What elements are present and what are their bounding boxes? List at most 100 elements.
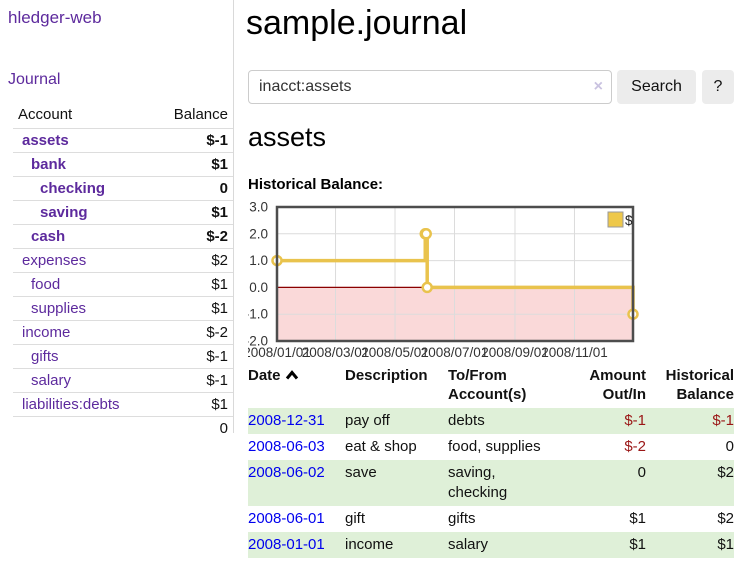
transaction-balance: $2 xyxy=(717,510,734,527)
account-balance: $1 xyxy=(150,392,233,417)
description-column-header: Description xyxy=(345,367,428,384)
page-title: sample.journal xyxy=(246,4,468,42)
account-row: salary $-1 xyxy=(13,368,233,393)
account-balance: 0 xyxy=(150,176,233,201)
register-row: 2008-12-31 pay off debts $-1 $-1 xyxy=(248,408,734,434)
x-axis-tick-label: 2008/03/01 xyxy=(302,345,370,360)
account-link[interactable]: food xyxy=(31,276,61,293)
transaction-description: eat & shop xyxy=(345,438,417,455)
account-link[interactable]: gifts xyxy=(31,348,59,365)
sidebar-item-journal[interactable]: Journal xyxy=(8,71,61,88)
account-balance: $1 xyxy=(150,200,233,225)
help-button[interactable]: ? xyxy=(702,70,734,104)
account-balance: $-1 xyxy=(150,128,233,153)
register-table: Date Description To/From Account(s) Amou… xyxy=(248,363,734,558)
transaction-balance: $2 xyxy=(717,464,734,481)
transaction-balance: 0 xyxy=(725,438,734,455)
y-axis-tick-label: 2.0 xyxy=(249,226,268,241)
register-row: 2008-06-02 save saving, checking 0 $2 xyxy=(248,460,734,506)
balance-column-header: Balance xyxy=(150,102,233,129)
data-point-marker xyxy=(420,228,432,240)
date-column-header[interactable]: Date xyxy=(248,363,345,408)
chart-title: Historical Balance: xyxy=(248,176,384,193)
search-button[interactable]: Search xyxy=(617,70,696,104)
transaction-date-link[interactable]: 2008-06-03 xyxy=(248,438,325,455)
account-row: saving $1 xyxy=(13,200,233,225)
transaction-amount: $1 xyxy=(629,536,646,553)
transaction-description: gift xyxy=(345,510,366,527)
x-axis-tick-label: 2008/09/01 xyxy=(481,345,549,360)
account-heading: assets xyxy=(248,122,327,152)
legend-swatch xyxy=(607,211,624,228)
transaction-date-link[interactable]: 2008-06-01 xyxy=(248,510,325,527)
account-link[interactable]: saving xyxy=(40,204,88,221)
y-axis-tick-label: 0.0 xyxy=(249,280,268,295)
x-axis-tick-label: 2008/01/01 xyxy=(248,345,311,360)
y-axis-tick-label: -2.0 xyxy=(248,334,268,349)
account-link[interactable]: cash xyxy=(31,228,66,245)
account-row: food $1 xyxy=(13,272,233,297)
register-row: 2008-01-01 income salary $1 $1 xyxy=(248,532,734,558)
search-input[interactable] xyxy=(248,70,612,104)
register-row: 2008-06-03 eat & shop food, supplies $-2… xyxy=(248,434,734,460)
account-row: assets $-1 xyxy=(13,128,233,153)
account-row: cash $-2 xyxy=(13,224,233,249)
transaction-amount: $-2 xyxy=(624,438,646,455)
x-axis-tick-label: 2008/07/01 xyxy=(421,345,489,360)
amount-column-header: Amount Out/In xyxy=(589,367,646,403)
account-link[interactable]: supplies xyxy=(31,300,87,317)
transaction-accounts: salary xyxy=(448,536,489,553)
transaction-accounts: gifts xyxy=(448,510,476,527)
x-axis-tick-label: 2008/05/01 xyxy=(361,345,429,360)
balance-column-header: Historical Balance xyxy=(665,367,734,403)
account-balance-table: Account Balance assets $-1 bank $1 checkin… xyxy=(13,102,233,441)
account-balance: $-2 xyxy=(150,224,233,249)
transaction-accounts: debts xyxy=(448,412,485,429)
account-link[interactable]: bank xyxy=(31,156,67,173)
clear-search-icon[interactable]: × xyxy=(593,78,603,95)
transaction-amount: $1 xyxy=(629,510,646,527)
data-point-marker xyxy=(421,281,433,294)
transaction-description: income xyxy=(345,536,394,553)
account-link[interactable]: liabilities:debts xyxy=(22,396,120,413)
accounts-column-header: To/From Account(s) xyxy=(448,367,527,403)
sidebar-divider xyxy=(233,0,234,433)
transaction-date-link[interactable]: 2008-01-01 xyxy=(248,536,325,553)
plot-border xyxy=(275,205,635,343)
account-link[interactable]: assets xyxy=(22,132,69,149)
y-axis-tick-label: 1.0 xyxy=(249,253,268,268)
account-balance: $1 xyxy=(150,272,233,297)
total-balance: 0 xyxy=(150,416,233,441)
transaction-amount: $-1 xyxy=(624,412,646,429)
app-title[interactable]: hledger-web xyxy=(8,8,102,27)
account-row: liabilities:debts $1 xyxy=(13,392,233,417)
transaction-balance: $1 xyxy=(717,536,734,553)
transaction-amount: 0 xyxy=(637,464,646,481)
account-row: checking 0 xyxy=(13,176,233,201)
account-balance: $-1 xyxy=(150,368,233,393)
transaction-date-link[interactable]: 2008-06-02 xyxy=(248,464,325,481)
account-link[interactable]: expenses xyxy=(22,252,87,269)
account-row: expenses $2 xyxy=(13,248,233,273)
account-balance: $1 xyxy=(150,296,233,321)
y-axis-tick-label: 3.0 xyxy=(249,200,268,215)
account-link[interactable]: salary xyxy=(31,372,72,389)
sort-ascending-icon xyxy=(285,367,299,386)
account-balance: $1 xyxy=(150,152,233,177)
transaction-balance: $-1 xyxy=(712,412,734,429)
account-balance: $-1 xyxy=(150,344,233,369)
account-link[interactable]: checking xyxy=(40,180,106,197)
account-column-header: Account xyxy=(13,102,151,129)
account-link[interactable]: income xyxy=(22,324,71,341)
total-row: 0 xyxy=(13,416,233,441)
x-axis-tick-label: 2008/11/01 xyxy=(541,345,608,360)
account-row: income $-2 xyxy=(13,320,233,345)
account-row: supplies $1 xyxy=(13,296,233,321)
legend-label: $ xyxy=(625,213,633,228)
transaction-date-link[interactable]: 2008-12-31 xyxy=(248,412,325,429)
transaction-accounts: food, supplies xyxy=(448,438,541,455)
account-balance: $2 xyxy=(150,248,233,273)
transaction-accounts: saving, checking xyxy=(448,464,508,501)
register-row: 2008-06-01 gift gifts $1 $2 xyxy=(248,506,734,532)
transaction-description: save xyxy=(345,464,377,481)
